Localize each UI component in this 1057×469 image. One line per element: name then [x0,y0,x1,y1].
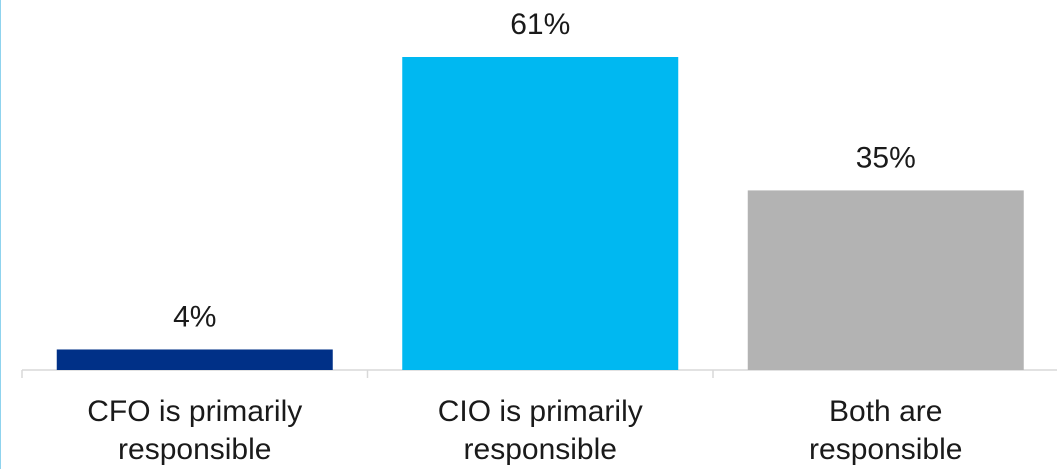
data-label: 61% [510,8,570,41]
category-label: responsible [118,433,271,466]
data-label: 4% [173,300,216,333]
bar [402,57,679,370]
chart-left-border [0,0,1,469]
bar [747,190,1024,370]
category-label: CFO is primarily [87,395,302,428]
category-label: CIO is primarily [438,395,643,428]
data-label: 35% [856,141,916,174]
category-label: Both are [829,395,942,428]
bar [56,349,333,370]
category-label: responsible [809,433,962,466]
category-label: responsible [464,433,617,466]
